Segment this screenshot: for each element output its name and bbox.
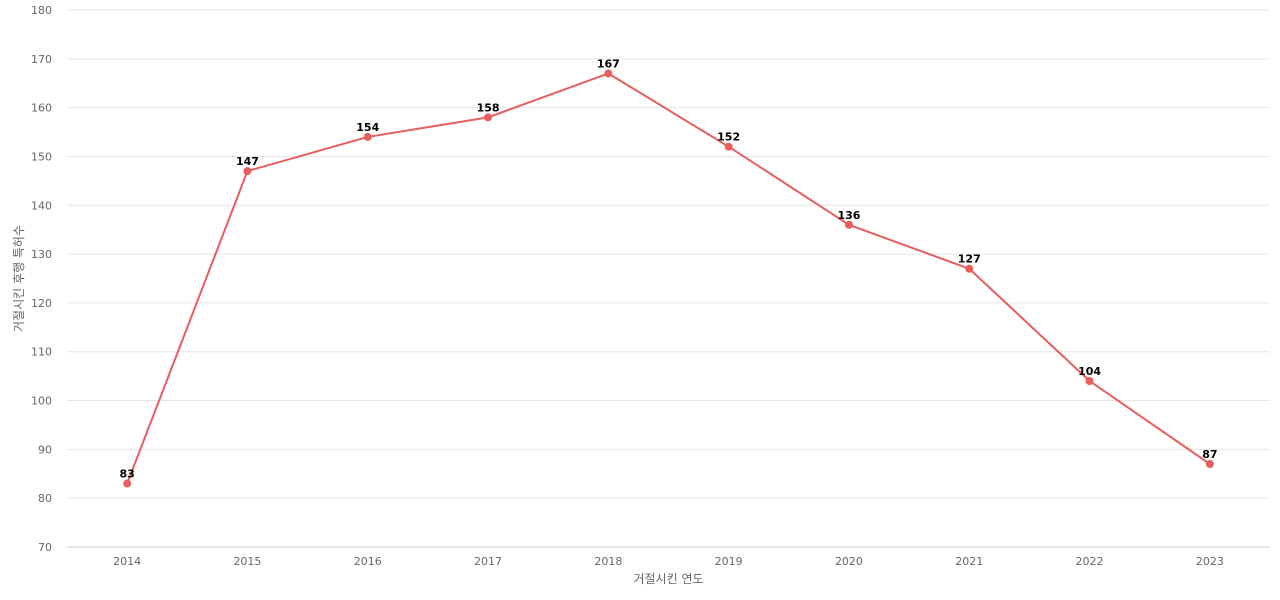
x-tick-label: 2019 (715, 555, 743, 568)
data-label: 104 (1078, 365, 1101, 378)
y-tick-label: 140 (31, 199, 52, 212)
data-point (484, 113, 493, 122)
data-label: 152 (717, 131, 740, 144)
x-tick-label: 2020 (835, 555, 863, 568)
x-tick-label: 2021 (955, 555, 983, 568)
data-point (123, 479, 132, 488)
x-tick-label: 2014 (113, 555, 141, 568)
data-labels: 83 147 154 158 167 152 136 127 104 87 (119, 57, 1217, 480)
x-tick-label: 2022 (1076, 555, 1104, 568)
data-point (844, 220, 853, 229)
data-label: 147 (236, 155, 259, 168)
x-tick-label: 2018 (594, 555, 622, 568)
x-tick-label: 2015 (233, 555, 261, 568)
x-tick-label: 2016 (354, 555, 382, 568)
x-tick-label: 2017 (474, 555, 502, 568)
data-label: 158 (477, 101, 500, 114)
y-tick-label: 180 (31, 4, 52, 17)
y-tick-label: 100 (31, 395, 52, 408)
y-tick-label: 160 (31, 102, 52, 115)
series-line (126, 72, 1211, 484)
x-axis-title: 거절시킨 연도 (633, 572, 703, 586)
data-point (363, 132, 372, 141)
data-label: 136 (837, 209, 860, 222)
x-tick-label: 2023 (1196, 555, 1224, 568)
data-point (604, 69, 613, 78)
data-point (724, 142, 733, 151)
data-label: 87 (1202, 448, 1217, 461)
y-tick-label: 130 (31, 248, 52, 261)
y-tick-label: 170 (31, 53, 52, 66)
data-label: 167 (597, 57, 620, 70)
y-tick-label: 90 (38, 443, 52, 456)
y-axis-title: 거절시킨 후행 특허수 (11, 225, 26, 332)
data-point (243, 167, 252, 176)
y-tick-label: 80 (38, 492, 52, 505)
y-tick-label: 110 (31, 346, 52, 359)
x-axis-ticks: 2014 2015 2016 2017 2018 2019 2020 2021 2022 2023 (113, 555, 1224, 568)
y-axis-ticks: 70 80 90 100 110 120 130 140 150 160 170 180 (31, 4, 52, 554)
y-grid (67, 9, 1270, 499)
data-label: 127 (958, 253, 981, 266)
y-tick-label: 120 (31, 297, 52, 310)
data-point (1205, 460, 1214, 469)
data-point (965, 264, 974, 273)
data-point (1085, 377, 1094, 386)
y-tick-label: 150 (31, 150, 52, 163)
y-tick-label: 70 (38, 541, 52, 554)
data-label: 83 (119, 468, 134, 481)
data-points (123, 69, 1214, 488)
data-label: 154 (356, 121, 379, 134)
